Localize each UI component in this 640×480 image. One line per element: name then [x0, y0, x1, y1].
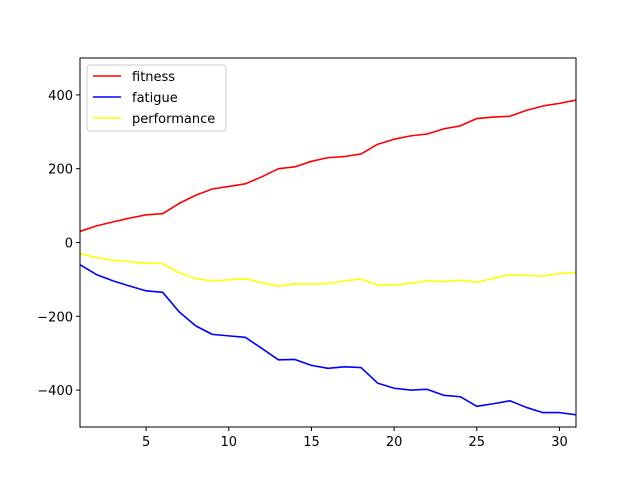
legend-label-performance: performance [132, 112, 215, 127]
series-lines [79, 99, 577, 416]
legend-label-fatigue: fatigue [132, 91, 178, 106]
y-tick-label: −200 [37, 310, 73, 325]
x-tick-label: 20 [386, 435, 403, 450]
legend-box [86, 64, 227, 132]
y-tick-label: 400 [48, 89, 73, 104]
y-tick-label: 0 [65, 237, 73, 252]
y-tick-label: 200 [48, 163, 73, 178]
x-tick-label: 10 [221, 435, 238, 450]
x-tick-label: 30 [551, 435, 568, 450]
legend-label-fitness: fitness [132, 70, 175, 85]
legend: fitness fatigue performance [86, 64, 227, 132]
x-axis-ticks: 5 10 15 20 25 30 [142, 427, 568, 450]
x-tick-label: 5 [142, 435, 150, 450]
y-tick-label: −400 [37, 384, 73, 399]
x-tick-label: 15 [303, 435, 320, 450]
series-line-fatigue [79, 263, 577, 416]
x-tick-label: 25 [469, 435, 486, 450]
series-line-fitness [79, 99, 577, 233]
series-line-performance [79, 252, 577, 287]
y-axis-ticks: −400 −200 0 200 400 [37, 89, 80, 399]
